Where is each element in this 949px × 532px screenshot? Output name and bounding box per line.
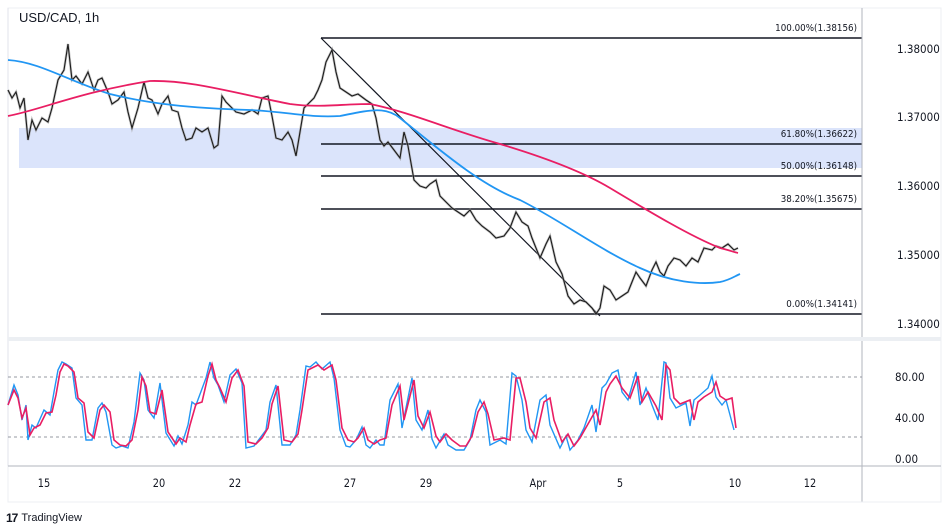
- oscillator-tick: 80.00: [895, 370, 925, 384]
- time-tick: 12: [803, 476, 817, 490]
- oscillator-tick: 40.00: [895, 411, 925, 425]
- downtrend-line[interactable]: [320, 37, 601, 317]
- price-candles: [6, 43, 739, 317]
- fib-label-382: 38.20%(1.35675): [780, 194, 857, 205]
- tradingview-branding[interactable]: 17 TradingView: [6, 511, 82, 525]
- price-tick: 1.34000: [897, 317, 940, 331]
- fib-label-0: 0.00%(1.34141): [786, 299, 857, 310]
- time-tick: 15: [37, 476, 51, 490]
- price-tick: 1.36000: [897, 179, 940, 193]
- fib-label-618: 61.80%(1.36622): [780, 129, 857, 140]
- price-tick: 1.35000: [897, 248, 940, 262]
- oscillator-tick: 0.00: [895, 452, 919, 466]
- symbol-title: USD/CAD, 1h: [19, 10, 100, 25]
- fibonacci-retracement[interactable]: [321, 37, 862, 315]
- support-zone[interactable]: [19, 128, 862, 168]
- time-tick: 10: [728, 476, 742, 490]
- time-tick: 20: [152, 476, 166, 490]
- time-tick: 5: [616, 476, 624, 490]
- time-tick: 22: [228, 476, 242, 490]
- stochastic-d-line: [7, 361, 737, 448]
- brand-name: TradingView: [21, 512, 82, 524]
- price-tick: 1.37000: [897, 110, 940, 124]
- moving-average-slow: [7, 80, 739, 254]
- tradingview-logo-icon: 17: [6, 511, 18, 525]
- moving-average-fast: [7, 59, 741, 284]
- price-tick: 1.38000: [897, 42, 940, 56]
- fib-label-100: 100.00%(1.38156): [775, 23, 857, 34]
- time-tick: Apr: [529, 476, 547, 490]
- time-tick: 27: [343, 476, 357, 490]
- fib-label-50: 50.00%(1.36148): [780, 161, 857, 172]
- time-tick: 29: [419, 476, 433, 490]
